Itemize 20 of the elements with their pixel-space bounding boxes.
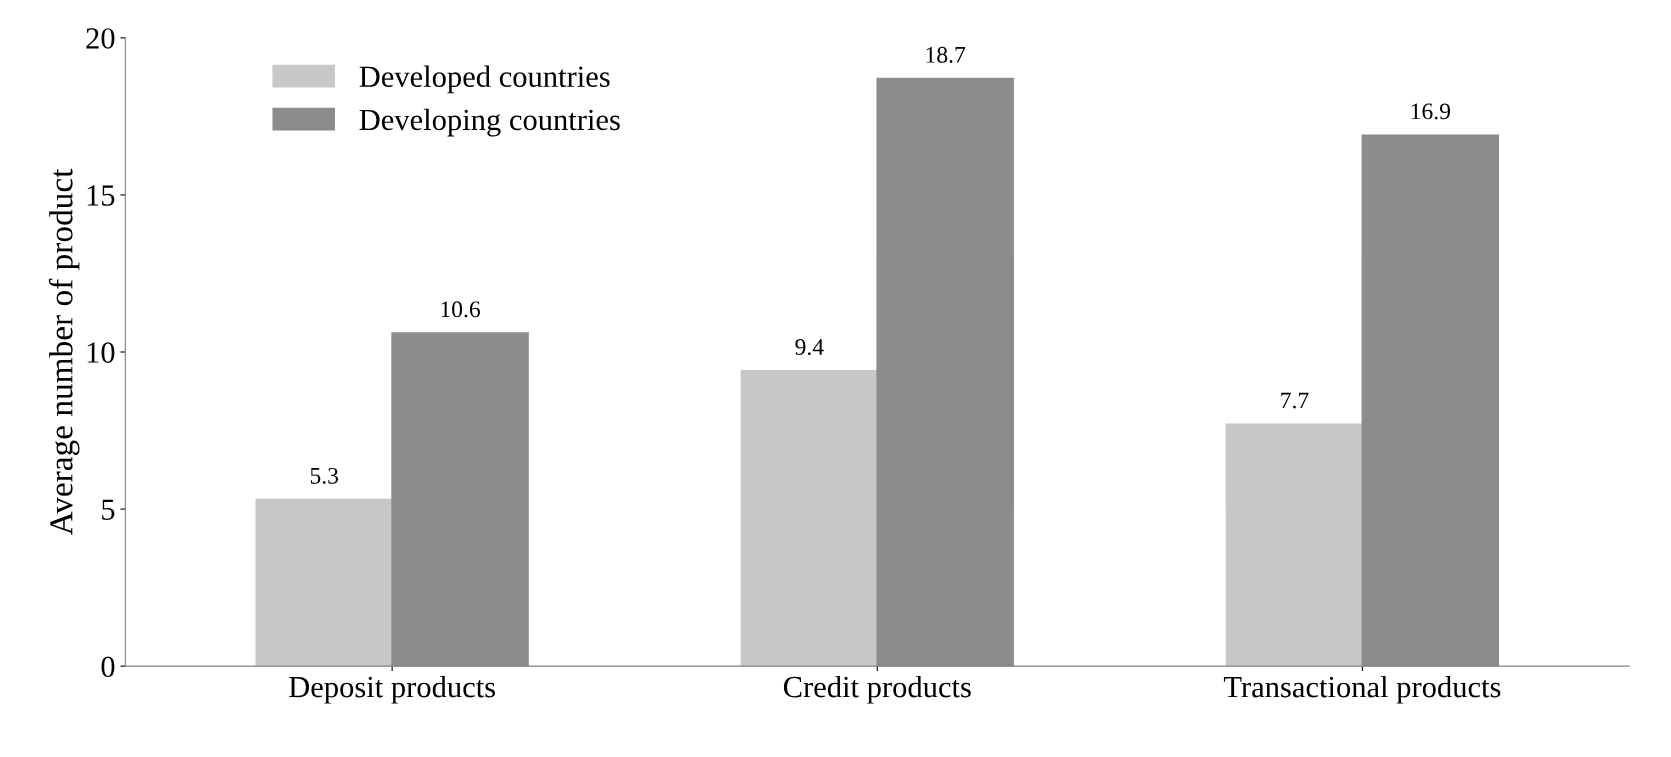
data-label: 10.6: [441, 301, 481, 318]
data-label: 7.7: [1281, 392, 1309, 409]
x-tick-label: Credit products: [783, 675, 971, 704]
data-label: 16.9: [1411, 103, 1451, 120]
data-label: 5.3: [310, 467, 339, 484]
bar: [740, 370, 879, 667]
y-tick-label: 20: [86, 28, 115, 49]
data-label: 18.7: [926, 46, 966, 63]
y-tick-label: 5: [102, 499, 115, 520]
data-label: 9.4: [795, 339, 824, 356]
y-tick-label: 0: [101, 656, 115, 678]
legend-label: Developing countries: [359, 108, 620, 137]
y-tick-label: 15: [87, 185, 115, 206]
legend-label: Developed countries: [359, 65, 610, 94]
y-tick-label: 10: [87, 342, 115, 363]
bar: [255, 498, 393, 667]
bar: [1225, 423, 1364, 667]
x-tick-label: Deposit products: [289, 675, 495, 704]
x-tick-label: Transactional products: [1223, 675, 1501, 704]
y-axis-title: Average number of product: [48, 168, 80, 536]
